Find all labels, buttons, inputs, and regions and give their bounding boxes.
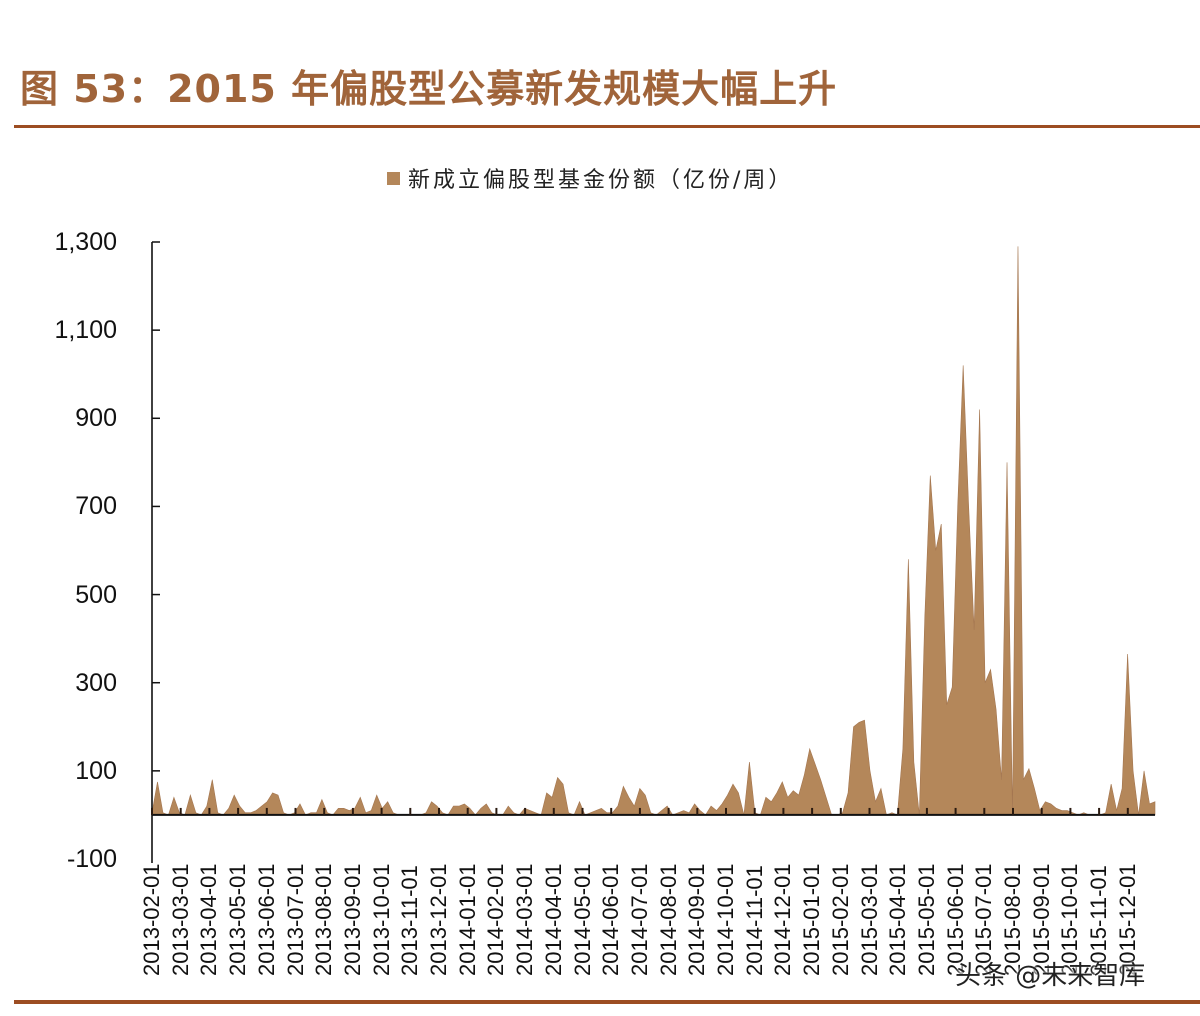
- x-tick-label: 2014-08-01: [655, 863, 681, 976]
- y-tick-label: 700: [75, 492, 117, 521]
- x-tick-label: 2014-04-01: [540, 863, 566, 976]
- x-tick-label: 2014-03-01: [512, 863, 538, 976]
- x-tick-label: 2013-12-01: [426, 863, 451, 976]
- x-tick-label: 2015-02-01: [827, 863, 853, 976]
- x-tick-label: 2014-11-01: [741, 865, 767, 976]
- x-tick-label: 2014-07-01: [626, 863, 652, 976]
- watermark: 头条 @未来智库: [955, 961, 1146, 991]
- x-tick-label: 2015-04-01: [885, 863, 911, 976]
- y-tick-label: 100: [75, 756, 117, 785]
- legend-swatch-icon: [387, 171, 400, 185]
- x-tick-label: 2013-09-01: [339, 863, 365, 976]
- x-tick-label: 2013-03-01: [167, 863, 193, 976]
- x-tick-label: 2013-05-01: [225, 863, 251, 976]
- x-tick-label: 2013-04-01: [196, 863, 222, 976]
- x-tick-label: 2013-10-01: [368, 863, 394, 976]
- y-tick-label: 900: [75, 404, 117, 433]
- x-tick-label: 2014-02-01: [483, 863, 509, 976]
- x-tick-label: 2013-06-01: [253, 863, 279, 976]
- y-tick-label: 500: [75, 580, 117, 609]
- x-tick-label: 2013-07-01: [282, 863, 308, 976]
- legend-label: 新成立偏股型基金份额（亿份/周）: [408, 168, 794, 193]
- area-series: [151, 246, 1156, 816]
- x-tick-label: 2013-02-01: [139, 863, 164, 976]
- x-tick-label: 2014-12-01: [770, 863, 796, 976]
- title-divider: [14, 125, 1200, 128]
- footer-divider: [14, 1000, 1200, 1004]
- x-tick-label: 2014-09-01: [684, 863, 710, 976]
- y-tick-label: 1,300: [54, 228, 117, 256]
- x-tick-label: 2014-05-01: [569, 863, 595, 976]
- x-tick-label: 2015-03-01: [856, 863, 882, 976]
- x-tick-label: 2014-01-01: [454, 863, 480, 976]
- x-tick-label: 2013-08-01: [311, 863, 337, 976]
- chart-title: 图 53：2015 年偏股型公募新发规模大幅上升: [20, 67, 838, 111]
- x-tick-label: 2015-05-01: [913, 863, 939, 976]
- y-tick-label: 1,100: [54, 316, 117, 345]
- y-tick-label: -100: [66, 845, 117, 873]
- x-tick-label: 2013-11-01: [397, 865, 423, 976]
- x-tick-label: 2014-10-01: [713, 863, 738, 976]
- chart-legend: 新成立偏股型基金份额（亿份/周）: [387, 162, 793, 194]
- x-tick-label: 2015-01-01: [799, 863, 825, 976]
- x-tick-label: 2014-06-01: [598, 863, 624, 976]
- y-tick-label: 300: [75, 668, 117, 697]
